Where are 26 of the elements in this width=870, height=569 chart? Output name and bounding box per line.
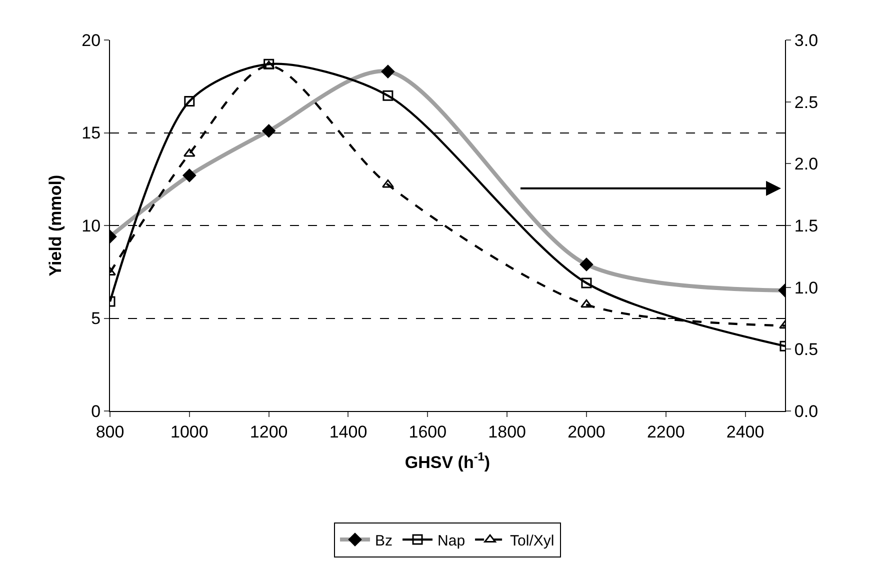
y2-tick-label: 0.5: [794, 340, 818, 360]
y-axis-title: Yield (mmol): [46, 174, 66, 276]
legend-label: Bz: [375, 532, 393, 550]
x-tick-label: 2000: [568, 422, 606, 442]
x-tick-label: 1400: [329, 422, 368, 442]
y-tick-label: 20: [82, 30, 101, 50]
y-tick-label: 10: [82, 216, 101, 236]
legend-label: Nap: [438, 532, 466, 550]
x-tick-label: 1000: [170, 422, 208, 442]
y2-tick-label: 2.0: [794, 154, 818, 174]
x-axis-title: GHSV (h$^{-1}$): [404, 450, 490, 472]
x-tick-label: 1600: [408, 422, 447, 442]
y2-tick-label: 2.5: [794, 92, 818, 112]
y-tick-label: 15: [82, 124, 101, 143]
x-tick-label: 1200: [250, 422, 288, 442]
y2-tick-label: 3.0: [794, 30, 818, 50]
x-tick-label: 800: [96, 422, 124, 442]
y2-tick-label: 0.0: [794, 402, 818, 421]
x-tick-label: 2400: [726, 422, 764, 442]
y2-tick-label: 1.0: [794, 278, 818, 298]
x-tick-label: 1800: [488, 422, 526, 442]
x-tick-label: 2200: [646, 422, 685, 442]
y-tick-label: 0: [91, 402, 101, 421]
legend-label: Tol/Xyl: [510, 532, 554, 550]
y-tick-label: 5: [91, 309, 101, 328]
y2-tick-label: 1.5: [794, 216, 818, 236]
